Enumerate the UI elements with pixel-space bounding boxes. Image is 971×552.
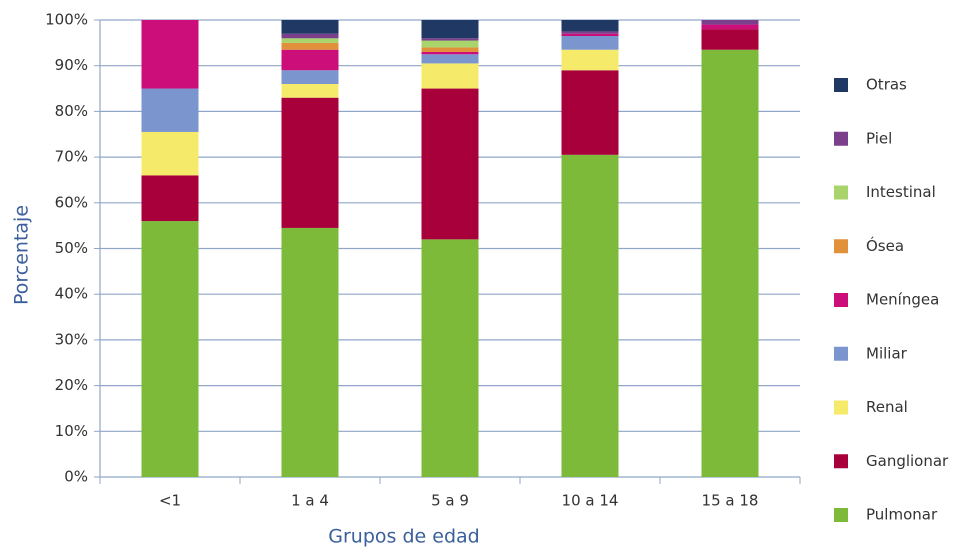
bar-segment [421, 40, 479, 48]
bar-segment [701, 49, 759, 478]
bar-segment [141, 131, 199, 176]
bar-segment [561, 33, 619, 36]
bar-segment [141, 88, 199, 132]
y-tick-label: 50% [55, 239, 88, 257]
y-tick-label: 30% [55, 330, 88, 348]
bar-segment [561, 49, 619, 71]
legend-label: Ósea [866, 236, 904, 255]
bar-segment [561, 20, 619, 32]
y-tick-label: 10% [55, 422, 88, 440]
bar-segment [421, 20, 479, 39]
bar-segment [561, 31, 619, 34]
bar-segment [561, 154, 619, 477]
bar-segment [281, 70, 339, 84]
bar-segment [141, 20, 199, 89]
bar-segment [281, 227, 339, 477]
legend-swatch [834, 346, 848, 361]
legend-swatch [834, 454, 848, 469]
bar-segment [281, 83, 339, 98]
y-tick-label: 40% [55, 285, 88, 303]
bar-segment [421, 239, 479, 477]
x-tick-label: 5 a 9 [431, 492, 469, 510]
bar-segment [421, 54, 479, 64]
legend-label: Piel [866, 129, 892, 147]
bar-segment [421, 63, 479, 89]
legend-label: Renal [866, 398, 908, 416]
y-tick-label: 0% [64, 468, 88, 486]
bar-segment [141, 175, 199, 222]
y-tick-label: 90% [55, 56, 88, 74]
legend-label: Meníngea [866, 291, 939, 309]
legend-swatch [834, 78, 848, 92]
bar-segment [421, 88, 479, 240]
x-tick-label: 10 a 14 [562, 492, 619, 510]
bar-segment [701, 20, 759, 25]
bar-segment [421, 47, 479, 52]
x-tick-label: 1 a 4 [291, 492, 329, 510]
bar-segment [421, 51, 479, 55]
y-tick-label: 60% [55, 193, 88, 211]
bar-segment [281, 38, 339, 43]
y-tick-label: 80% [55, 102, 88, 120]
bar-segment [701, 24, 759, 30]
y-tick-label: 70% [55, 148, 88, 166]
bar-segment [281, 33, 339, 39]
legend-label: Intestinal [866, 183, 936, 201]
x-tick-label: <1 [159, 492, 181, 510]
bar-segment [561, 35, 619, 50]
bar-segment [141, 221, 199, 477]
bar-segment [281, 42, 339, 50]
legend-label: Ganglionar [866, 452, 949, 470]
legend-swatch [834, 293, 848, 307]
legend-swatch [834, 239, 848, 254]
y-axis-title: Porcentaje [11, 205, 33, 305]
bar-segment [701, 29, 759, 50]
legend-swatch [834, 131, 848, 146]
y-tick-label: 20% [55, 376, 88, 394]
x-axis-title: Grupos de edad [328, 526, 479, 548]
x-tick-label: 15 a 18 [702, 492, 759, 510]
legend-label: Pulmonar [866, 506, 938, 524]
legend-swatch [834, 508, 848, 522]
bar-segment [561, 70, 619, 155]
legend-swatch [834, 185, 848, 200]
bar-segment [421, 38, 479, 41]
legend-swatch [834, 400, 848, 415]
bar-segment [281, 49, 339, 71]
bar-segment [281, 20, 339, 34]
legend-label: Miliar [866, 344, 908, 362]
legend-label: Otras [866, 76, 907, 94]
y-tick-label: 100% [45, 11, 88, 29]
bar-segment [281, 97, 339, 228]
